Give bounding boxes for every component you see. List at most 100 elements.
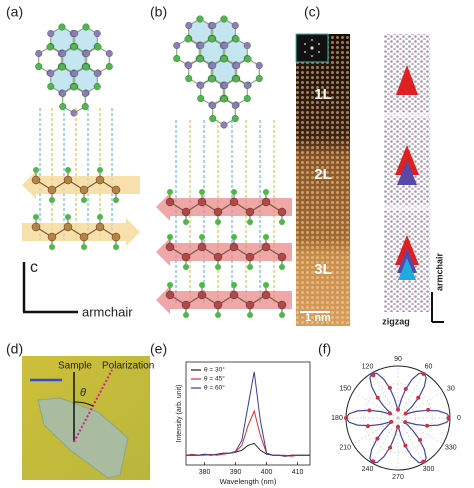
plot-frame (185, 361, 311, 466)
atom (93, 69, 101, 77)
atom (49, 244, 55, 250)
atom (35, 63, 43, 71)
atom (231, 189, 237, 195)
x-tick-label: 390 (230, 469, 242, 476)
data-point (403, 386, 408, 391)
atom (47, 69, 55, 77)
axes-indicator (22, 262, 78, 314)
direction-arrow (22, 218, 140, 246)
atom (215, 312, 221, 318)
atom (47, 82, 55, 90)
direction-arrow (156, 193, 292, 221)
data-point (421, 459, 426, 464)
data-point (367, 408, 372, 413)
y-axis-label: Intensity (arb. unit) (176, 385, 183, 443)
atom (94, 43, 102, 51)
atom (93, 82, 101, 90)
axis-c-label: c (30, 259, 38, 276)
data-point (425, 423, 430, 428)
atom (277, 252, 287, 262)
atom (247, 264, 253, 270)
atom (221, 42, 229, 50)
atom (167, 234, 173, 240)
atom (279, 219, 285, 225)
atom (183, 219, 189, 225)
atom (47, 30, 55, 38)
atom (97, 214, 103, 220)
atom (197, 242, 207, 252)
atom (231, 114, 239, 122)
atom (261, 197, 271, 207)
atom (181, 207, 191, 217)
legend-label: θ = 30° (204, 366, 225, 374)
atom (213, 252, 223, 262)
atom (245, 252, 255, 262)
atom (63, 222, 73, 232)
data-point (396, 424, 400, 429)
sample-label: Sample (58, 361, 92, 372)
atom (59, 102, 67, 110)
atom (196, 55, 204, 63)
atom (33, 214, 39, 220)
angle-label: 120 (362, 364, 374, 371)
data-point (344, 416, 348, 420)
direction-arrow (156, 238, 292, 266)
atom (199, 189, 205, 195)
atom (197, 197, 207, 207)
layer-boundary (384, 112, 430, 118)
atom (233, 62, 241, 70)
atom (209, 62, 217, 70)
stem-lattice (296, 34, 350, 326)
legend-label: θ = 60° (204, 384, 225, 392)
atom (63, 175, 73, 185)
atom (261, 242, 271, 252)
atom (245, 207, 255, 217)
atom (184, 35, 192, 43)
polar-spoke (397, 372, 425, 419)
data-point (403, 443, 408, 448)
atom (185, 22, 193, 30)
atom (231, 22, 239, 30)
data-point (446, 416, 451, 420)
data-point (421, 371, 426, 376)
atom (185, 74, 193, 82)
atom (81, 102, 89, 110)
atom (229, 197, 239, 207)
atom (197, 81, 205, 89)
atom (81, 89, 89, 97)
angle-label: 270 (392, 474, 404, 481)
panel-label: (e) (150, 341, 167, 357)
data-point (387, 385, 392, 390)
atom (173, 55, 181, 63)
atom (111, 232, 121, 242)
atom (183, 312, 189, 318)
atom (263, 189, 269, 195)
atom (181, 252, 191, 262)
atom (46, 43, 54, 51)
atom (58, 63, 66, 71)
atom (261, 290, 271, 300)
atom (70, 43, 78, 51)
theta-label: θ (80, 387, 86, 399)
atom (231, 101, 239, 109)
data-point (371, 373, 376, 378)
atom (71, 30, 79, 38)
atom (79, 232, 89, 242)
angle-label: 60 (425, 364, 433, 371)
atom (215, 219, 221, 225)
spectrum-line (186, 371, 310, 457)
scale-label: 1 nm (305, 312, 331, 324)
angle-label: 180 (331, 415, 343, 422)
axis-armchair-label: armchair (82, 304, 133, 319)
data-point (389, 419, 394, 424)
polar-spoke (397, 417, 425, 464)
structures (22, 15, 292, 318)
data-point (388, 445, 393, 450)
atom (181, 300, 191, 310)
atom (263, 282, 269, 288)
atom (197, 290, 207, 300)
atom (277, 207, 287, 217)
fft-spots (304, 39, 320, 57)
x-axis-label: Wavelength (nm) (220, 477, 277, 486)
